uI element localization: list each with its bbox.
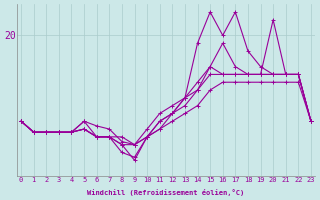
X-axis label: Windchill (Refroidissement éolien,°C): Windchill (Refroidissement éolien,°C) [87, 189, 245, 196]
